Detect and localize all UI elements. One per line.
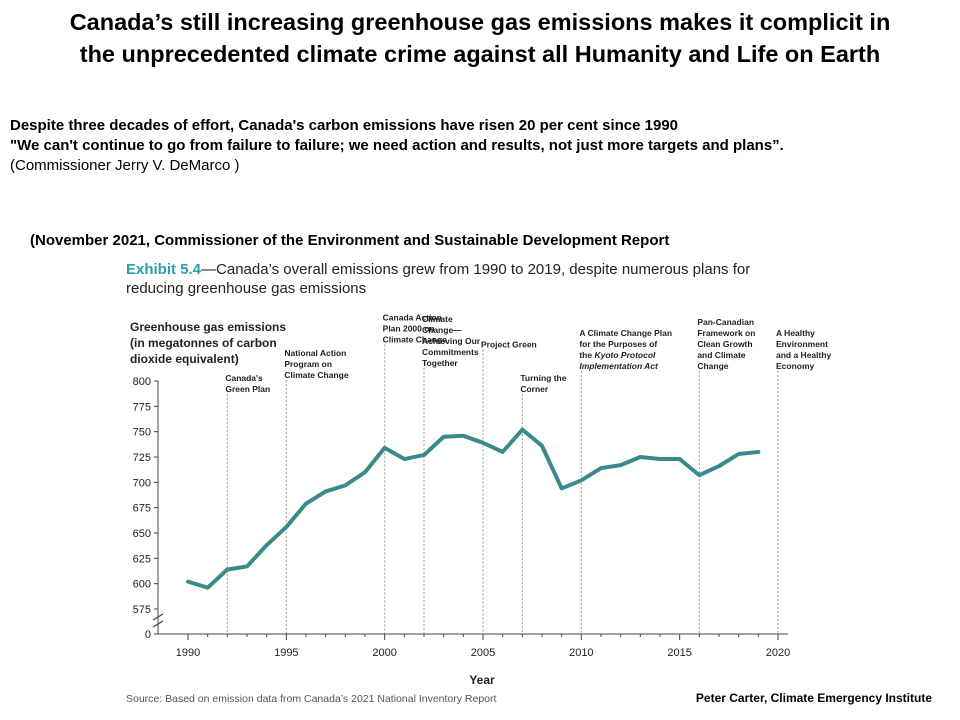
y-tick-label: 600 [133,579,151,591]
y-tick-label: 675 [133,503,151,515]
y-tick-label: 625 [133,553,151,565]
data-point [481,441,485,445]
data-point [737,452,741,456]
intro-quote: "We can't continue to go from failure to… [10,137,784,154]
exhibit-title-rest: —Canada’s overall emissions grew from 19… [201,261,751,278]
data-point [619,463,623,467]
data-point [225,567,229,572]
annotation-label-line: National Action [284,348,346,358]
axis-break-mark [152,613,164,621]
y-tick-label: 0 [145,629,151,641]
annotation-label-line: Clean Growth [697,339,752,349]
data-point [461,434,465,438]
data-point [186,580,190,584]
data-point [363,470,367,474]
y-tick-label: 725 [133,452,151,464]
annotation-label-line: and Climate [697,350,745,360]
intro-line-1: Despite three decades of effort, Canada'… [10,117,679,134]
y-axis-title-line: Greenhouse gas emissions [130,320,286,334]
data-point [501,450,505,454]
y-tick-label: 775 [133,401,151,413]
data-point [599,466,603,470]
series-line-emissions [186,427,761,590]
data-point [717,464,721,468]
data-point [520,428,524,432]
data-point [638,455,642,459]
headline-line-1: Canada’s still increasing greenhouse gas… [69,9,891,35]
data-point [697,473,701,477]
headline: Canada’s still increasing greenhouse gas… [0,6,960,70]
annotation-label-line: Implementation Act [579,361,659,371]
x-tick-label: 2010 [569,647,593,659]
credit: Peter Carter, Climate Emergency Institut… [695,691,932,705]
x-tick-label: 1990 [176,647,200,659]
intro-text: Despite three decades of effort, Canada'… [10,116,784,176]
report-reference: (November 2021, Commissioner of the Envi… [30,232,670,249]
x-tick-label: 2005 [471,647,495,659]
data-point [658,457,662,461]
intro-attribution: (Commissioner Jerry V. DeMarco ) [10,157,240,174]
annotation-label-line: Project Green [481,340,537,350]
data-point [206,586,210,590]
data-point [442,435,446,439]
data-point [560,486,564,491]
data-point [304,502,308,506]
x-tick-label: 2020 [766,647,790,659]
y-axis-title-line: dioxide equivalent) [130,352,239,366]
annotation-label-line: Together [422,358,458,368]
data-point [324,489,328,494]
annotation-label-line: Plan 2000 on [383,323,435,333]
y-axis-title-line: (in megatonnes of carbon [130,336,277,350]
annotation-label-line: and a Healthy [776,350,832,360]
y-tick-label: 650 [133,528,151,540]
annotation-label-line: Framework on [697,328,755,338]
annotation-label-line: Change— [422,325,462,335]
annotation-label-line: Program on [284,359,332,369]
annotation-label-line: A Climate Change Plan [579,328,672,338]
annotation-label-line: Commitments [422,347,479,357]
annotation-label-line: Canada's [225,373,263,383]
exhibit-tag: Exhibit 5.4 [126,261,202,278]
data-point [402,457,406,461]
annotation-label-line: Canada Action [383,312,442,322]
data-point [756,450,760,454]
annotation-label-line: Environment [776,339,828,349]
exhibit-title: Exhibit 5.4—Canada’s overall emissions g… [126,260,750,298]
annotation-label-line: Climate Change [383,334,448,344]
annotation-label-line: Climate [422,314,453,324]
data-point [245,564,249,569]
data-point [265,543,269,547]
x-tick-label: 2000 [372,647,396,659]
data-point [383,446,387,450]
data-point [540,444,544,448]
y-tick-label: 700 [133,477,151,489]
annotation-label-line: Climate Change [284,370,349,380]
x-tick-label: 2015 [667,647,691,659]
data-point [678,457,682,461]
annotation-label-line: Achieving Our [422,336,481,346]
y-tick-label: 800 [133,376,151,388]
data-point [343,483,347,487]
annotation-label-line: Change [697,361,728,371]
annotation-label-line: the Kyoto Protocol [579,350,656,360]
chart-source: Source: Based on emission data from Cana… [126,693,497,705]
annotation-label-line: Economy [776,361,815,371]
y-tick-label: 750 [133,427,151,439]
exhibit-title-line-2: reducing greenhouse gas emissions [126,280,367,297]
headline-line-2: the unprecedented climate crime against … [79,41,881,67]
data-point [579,478,583,482]
annotation-label-line: for the Purposes of [579,339,657,349]
x-axis-title: Year [469,673,495,687]
y-tick-label: 575 [133,604,151,616]
annotation-label-line: Pan-Canadian [697,317,754,327]
annotation-label-line: Corner [520,384,549,394]
annotation-label-line: Green Plan [225,384,270,394]
axis-break-mark [152,620,164,628]
data-point [284,525,288,529]
x-tick-label: 1995 [274,647,298,659]
annotation-label-line: A Healthy [776,328,815,338]
annotation-label-line: Turning the [520,373,566,383]
data-point [422,453,426,457]
